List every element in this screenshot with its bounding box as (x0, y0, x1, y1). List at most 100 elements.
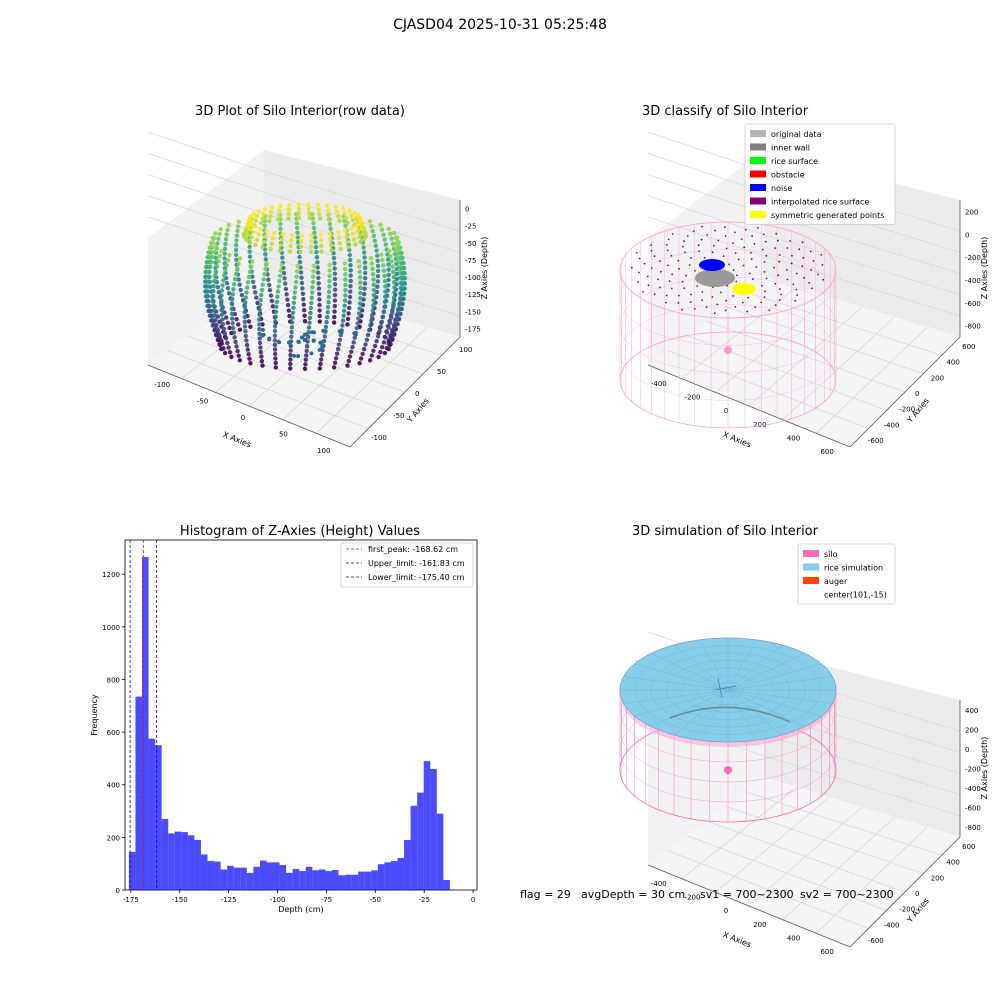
interpolated-point (653, 255, 656, 258)
data-point (222, 331, 228, 336)
legend-swatch (750, 211, 766, 218)
histogram-bar (168, 833, 175, 890)
interpolated-point (657, 278, 659, 281)
data-point (374, 339, 379, 344)
data-point (276, 217, 281, 222)
interpolated-point (725, 247, 728, 250)
histogram-bar (194, 840, 201, 890)
data-point (219, 341, 225, 346)
x-tick-label: -50 (370, 896, 381, 904)
data-point (353, 242, 358, 247)
data-point (399, 255, 404, 260)
data-point (344, 233, 349, 239)
data-point (249, 235, 254, 240)
data-point (326, 294, 332, 300)
interpolated-point (693, 308, 696, 310)
interpolated-point (737, 258, 740, 261)
interpolated-point (700, 238, 703, 241)
rice-mesh-spoke (727, 676, 833, 691)
data-point (205, 284, 210, 289)
data-point (358, 280, 363, 285)
simulation-3d-plot: -400-2000200400600-600-400-2000200400600… (619, 543, 989, 956)
data-point (225, 340, 230, 346)
z-tick-label: 0 (965, 231, 969, 239)
data-point (303, 357, 308, 362)
data-point (274, 304, 279, 309)
data-point (209, 259, 214, 265)
interpolated-point (764, 240, 767, 243)
x-tick-label: -200 (685, 394, 701, 402)
data-point (347, 354, 353, 359)
z-tick-label: -200 (965, 766, 981, 774)
interpolated-point (802, 256, 805, 259)
data-point (342, 261, 347, 266)
data-point (207, 308, 212, 313)
data-point (227, 252, 232, 258)
interpolated-point (801, 241, 804, 244)
data-point (383, 294, 388, 299)
data-point (347, 300, 352, 305)
interpolated-point (650, 244, 652, 247)
histogram-bar (371, 870, 378, 890)
data-point (264, 229, 269, 234)
y-tick-label: -200 (899, 406, 915, 414)
x-tick-label: 0 (724, 407, 728, 415)
z-tick-label: 0 (965, 746, 969, 754)
wall-gridline (763, 755, 961, 817)
legend-label: symmetric generated points (771, 211, 884, 220)
data-point (205, 289, 210, 294)
classify-3d-plot: -400-2000200400600-600-400-2000200400600… (619, 123, 989, 456)
data-point (257, 312, 262, 317)
data-point (355, 229, 360, 234)
data-point (388, 253, 393, 259)
data-point (236, 277, 241, 282)
y-axis-line (349, 336, 461, 448)
data-point (236, 261, 241, 266)
histogram-bar (292, 868, 300, 890)
data-point (344, 215, 349, 221)
data-point (356, 221, 362, 226)
data-point (294, 269, 300, 274)
interpolated-point (735, 280, 738, 283)
histogram-bar (240, 867, 247, 890)
y-axis-line (849, 336, 961, 448)
data-point (336, 214, 341, 219)
legend-label: rice surface (771, 157, 818, 166)
noise-cluster (699, 259, 725, 271)
histogram-bar (384, 862, 391, 890)
data-point (328, 242, 334, 248)
histogram-bar (410, 805, 418, 890)
data-point (345, 363, 350, 368)
y-tick-label: 50 (437, 368, 446, 376)
data-point (336, 235, 342, 241)
data-point (358, 226, 363, 231)
histogram-title: Histogram of Z-Axies (Height) Values (179, 524, 421, 539)
data-point (337, 241, 342, 246)
data-point (290, 310, 296, 315)
data-point (296, 202, 301, 207)
x-tick-label: -125 (221, 896, 237, 904)
histogram-bar (155, 745, 162, 890)
data-point (332, 309, 337, 314)
data-point (349, 226, 354, 231)
interpolated-point (689, 301, 692, 303)
data-point (283, 286, 289, 292)
data-point (206, 298, 211, 304)
rice-mesh-spoke (699, 689, 729, 741)
data-point (309, 300, 314, 306)
histogram-bar (286, 872, 293, 890)
rice-mesh-spoke (634, 689, 729, 717)
data-point (357, 264, 362, 269)
data-point (230, 321, 235, 326)
data-point (374, 248, 379, 253)
data-point (251, 279, 256, 285)
z-tick-label: -75 (465, 257, 476, 265)
x-tick-label: -400 (651, 380, 667, 388)
interpolated-point (697, 244, 700, 247)
data-point (370, 266, 375, 272)
data-point (362, 291, 367, 297)
interpolated-point (773, 266, 775, 269)
silo-floor-center (724, 766, 732, 774)
data-point (313, 240, 318, 245)
data-point (317, 291, 322, 297)
